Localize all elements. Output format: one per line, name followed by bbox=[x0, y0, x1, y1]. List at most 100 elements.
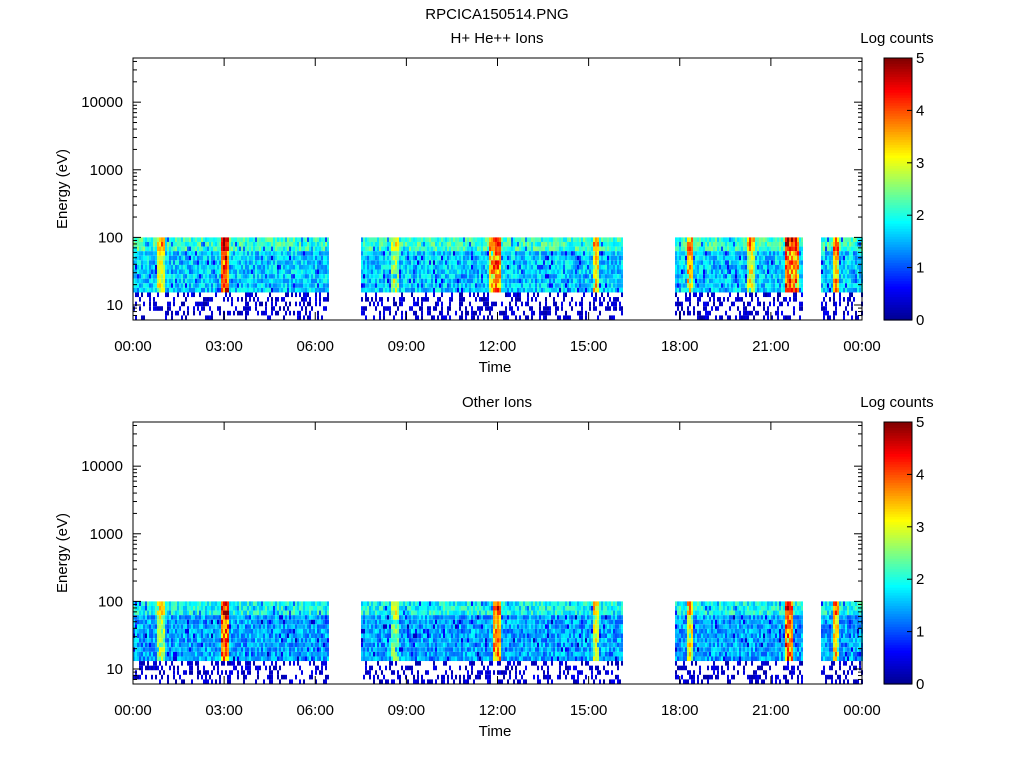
heatmap-cell bbox=[387, 279, 389, 284]
heatmap-cell bbox=[675, 283, 677, 288]
heatmap-cell bbox=[565, 292, 567, 297]
heatmap-cell bbox=[139, 247, 141, 252]
heatmap-cell bbox=[233, 260, 235, 265]
heatmap-cell bbox=[769, 251, 771, 256]
heatmap-cell bbox=[149, 274, 151, 279]
heatmap-cell bbox=[471, 256, 473, 261]
heatmap-cell bbox=[601, 260, 603, 265]
heatmap-cell bbox=[149, 638, 151, 643]
heatmap-cell bbox=[281, 265, 283, 270]
heatmap-cell bbox=[767, 265, 769, 270]
heatmap-cell bbox=[149, 629, 151, 634]
heatmap-cell bbox=[531, 315, 533, 320]
heatmap-cell bbox=[727, 242, 729, 247]
heatmap-cell bbox=[287, 265, 289, 270]
heatmap-cell bbox=[597, 315, 599, 320]
heatmap-cell bbox=[393, 297, 395, 302]
heatmap-cell bbox=[523, 260, 525, 265]
heatmap-cell bbox=[825, 265, 827, 270]
heatmap-cell bbox=[855, 242, 857, 247]
heatmap-cell bbox=[741, 265, 743, 270]
heatmap-cell bbox=[779, 260, 781, 265]
heatmap-cell bbox=[679, 256, 681, 261]
heatmap-cell bbox=[693, 283, 695, 288]
heatmap-cell bbox=[509, 306, 511, 311]
heatmap-cell bbox=[367, 279, 369, 284]
heatmap-cell bbox=[219, 270, 221, 275]
heatmap-cell bbox=[609, 251, 611, 256]
heatmap-cell bbox=[239, 237, 241, 242]
heatmap-cell bbox=[479, 265, 481, 270]
heatmap-cell bbox=[427, 237, 429, 242]
heatmap-cell bbox=[621, 292, 623, 297]
heatmap-cell bbox=[155, 601, 157, 606]
heatmap-cell bbox=[521, 288, 523, 293]
heatmap-cell bbox=[709, 270, 711, 275]
heatmap-cell bbox=[139, 638, 141, 643]
heatmap-cell bbox=[581, 279, 583, 284]
heatmap-cell bbox=[419, 306, 421, 311]
heatmap-cell bbox=[367, 256, 369, 261]
heatmap-cell bbox=[137, 237, 139, 242]
heatmap-cell bbox=[509, 279, 511, 284]
heatmap-cell bbox=[157, 620, 159, 625]
heatmap-cell bbox=[291, 283, 293, 288]
heatmap-cell bbox=[755, 274, 757, 279]
heatmap-cell bbox=[443, 260, 445, 265]
heatmap-cell bbox=[153, 634, 155, 639]
heatmap-cell bbox=[259, 256, 261, 261]
heatmap-cell bbox=[381, 302, 383, 307]
heatmap-cell bbox=[411, 292, 413, 297]
heatmap-cell bbox=[161, 634, 163, 639]
heatmap-cell bbox=[835, 288, 837, 293]
heatmap-cell bbox=[149, 620, 151, 625]
heatmap-cell bbox=[513, 260, 515, 265]
heatmap-cell bbox=[761, 265, 763, 270]
heatmap-cell bbox=[175, 283, 177, 288]
heatmap-cell bbox=[185, 274, 187, 279]
heatmap-cell bbox=[729, 260, 731, 265]
heatmap-cell bbox=[683, 311, 685, 316]
heatmap-cell bbox=[697, 283, 699, 288]
heatmap-cell bbox=[779, 292, 781, 297]
heatmap-cell bbox=[475, 260, 477, 265]
heatmap-cell bbox=[503, 265, 505, 270]
heatmap-cell bbox=[707, 283, 709, 288]
heatmap-cell bbox=[163, 256, 165, 261]
heatmap-cell bbox=[181, 270, 183, 275]
heatmap-cell bbox=[703, 247, 705, 252]
heatmap-cell bbox=[839, 256, 841, 261]
heatmap-cell bbox=[749, 288, 751, 293]
heatmap-cell bbox=[615, 237, 617, 242]
heatmap-cell bbox=[847, 260, 849, 265]
heatmap-cell bbox=[593, 283, 595, 288]
heatmap-cell bbox=[601, 270, 603, 275]
x-tick-label: 21:00 bbox=[752, 338, 790, 355]
heatmap-cell bbox=[173, 670, 175, 675]
heatmap-cell bbox=[185, 237, 187, 242]
heatmap-cell bbox=[209, 270, 211, 275]
heatmap-cell bbox=[793, 297, 795, 302]
heatmap-cell bbox=[267, 279, 269, 284]
heatmap-cell bbox=[757, 270, 759, 275]
heatmap-cell bbox=[701, 292, 703, 297]
heatmap-cell bbox=[689, 279, 691, 284]
heatmap-cell bbox=[177, 256, 179, 261]
heatmap-cell bbox=[579, 242, 581, 247]
heatmap-cell bbox=[305, 292, 307, 297]
heatmap-cell bbox=[143, 270, 145, 275]
heatmap-cell bbox=[371, 265, 373, 270]
heatmap-cell bbox=[287, 237, 289, 242]
heatmap-cell bbox=[447, 279, 449, 284]
heatmap-cell bbox=[599, 260, 601, 265]
heatmap-cell bbox=[691, 283, 693, 288]
heatmap-cell bbox=[135, 274, 137, 279]
heatmap-cell bbox=[289, 242, 291, 247]
heatmap-cell bbox=[263, 251, 265, 256]
heatmap-cell bbox=[439, 311, 441, 316]
heatmap-cell bbox=[171, 247, 173, 252]
heatmap-cell bbox=[153, 638, 155, 643]
heatmap-cell bbox=[547, 242, 549, 247]
heatmap-cell bbox=[603, 242, 605, 247]
heatmap-cell bbox=[557, 288, 559, 293]
